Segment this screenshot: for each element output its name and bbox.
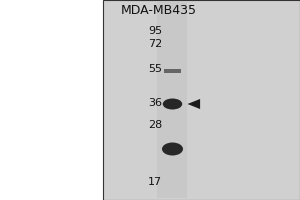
Text: 55: 55 <box>148 64 162 74</box>
Bar <box>164 69 181 73</box>
Ellipse shape <box>162 142 183 156</box>
Text: 36: 36 <box>148 98 162 108</box>
Bar <box>158 2 188 198</box>
Text: MDA-MB435: MDA-MB435 <box>121 4 197 18</box>
Text: 72: 72 <box>148 39 162 49</box>
Text: 95: 95 <box>148 26 162 36</box>
Bar <box>103 0 300 200</box>
Text: 28: 28 <box>148 120 162 130</box>
Ellipse shape <box>163 98 182 110</box>
Text: 17: 17 <box>148 177 162 187</box>
Polygon shape <box>188 99 200 109</box>
